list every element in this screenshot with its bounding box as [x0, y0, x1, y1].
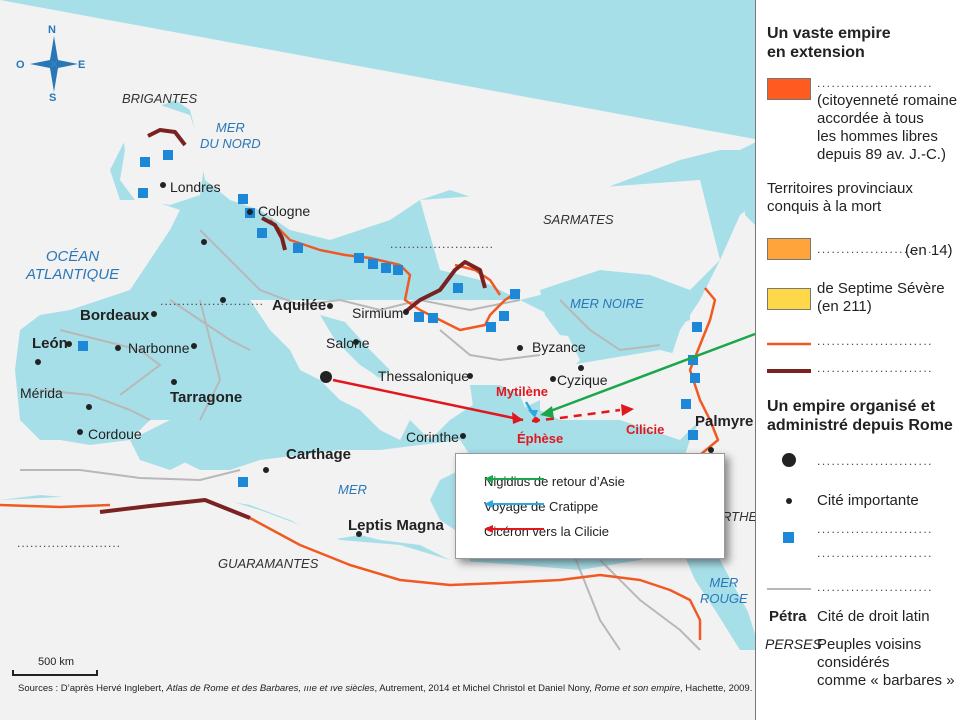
compass-o: O	[16, 59, 25, 71]
sources-centuries: ıııe et ıve siècles	[303, 683, 375, 694]
sources-prefix: Sources : D’après Hervé Inglebert,	[18, 683, 167, 694]
legend-heading-extension: Un vaste empire en extension	[767, 25, 891, 62]
ocean-label-atlantique: OCÉAN ATLANTIQUE	[26, 248, 120, 283]
city-sirmium: Sirmium	[352, 305, 404, 321]
legend-droit-latin: Cité de droit latin	[817, 608, 930, 625]
legend-panel: Un vaste empire en extension ...........…	[755, 0, 960, 720]
map-blank-3: ........................	[17, 536, 122, 550]
blue-arrow-icon	[484, 500, 544, 508]
legend-territoires: Territoires provinciaux conquis à la mor…	[767, 180, 913, 215]
legend-blank-3: ........................	[817, 334, 934, 348]
scale-label: 500 km	[38, 656, 75, 668]
red-arrow-icon	[484, 525, 544, 533]
legend-blank-1: ........................	[817, 76, 934, 90]
compass-s: S	[49, 92, 57, 104]
city-cyzique: Cyzique	[557, 372, 608, 388]
compass-e: E	[78, 59, 86, 71]
sources-mid: , Autrement, 2014 et Michel Christol et …	[374, 683, 595, 694]
legend-petra: Pétra	[769, 608, 807, 625]
label-cilicie: Cilicie	[626, 422, 665, 437]
city-narbonne: Narbonne	[128, 340, 190, 356]
map-base	[0, 0, 760, 720]
scale-bar-line	[12, 670, 98, 676]
legend-heading-organise: Un empire organisé et administré depuis …	[767, 398, 953, 435]
nigidius-route	[544, 332, 756, 415]
people-sarmates: SARMATES	[543, 212, 614, 227]
city-tarragone: Tarragone	[170, 389, 243, 406]
route-label-ciceron: Cicéron vers la Cilicie	[484, 524, 609, 539]
sources-atlas: Atlas de Rome et des Barbares,	[166, 683, 304, 694]
rome-capital-dot	[320, 371, 332, 383]
legend-brown-line-icon	[767, 369, 811, 373]
swatch-red	[767, 78, 811, 100]
legend-blank-5: ........................	[817, 454, 934, 468]
legend-citoyennete: (citoyenneté romaine accordée à tous les…	[817, 92, 958, 163]
legend-city-dot-icon	[786, 498, 792, 504]
sources-book: Rome et son empire	[594, 683, 680, 694]
legend-perses: PERSES	[765, 636, 822, 652]
legend-latin-square-icon	[783, 532, 794, 543]
legend-blank-7: ........................	[817, 546, 934, 560]
sea-label-med: MER	[338, 482, 367, 497]
city-bordeaux: Bordeaux	[80, 307, 150, 324]
sources-note: Sources : D’après Hervé Inglebert, Atlas…	[18, 683, 752, 694]
legend-blank-2: ........................	[817, 242, 934, 256]
map-blank-1: ........................	[390, 237, 495, 251]
green-arrow-icon	[484, 475, 544, 483]
label-ephese: Éphèse	[517, 431, 564, 446]
route-legend-ciceron: Cicéron vers la Cilicie	[484, 524, 609, 539]
city-salone: Salone	[326, 335, 370, 351]
city-leptis-magna: Leptis Magna	[348, 517, 444, 534]
people-perses-partial: RTHES	[722, 509, 766, 524]
city-aquilee: Aquilée	[272, 297, 327, 314]
swatch-yellow	[767, 288, 811, 310]
sources-suffix: , Hachette, 2009.	[680, 683, 753, 694]
legend-grey-line-icon	[767, 588, 811, 590]
legend-en-14: (en 14)	[905, 242, 953, 259]
sea-label-rouge: MER ROUGE	[700, 575, 748, 606]
people-guaramantes: GUARAMANTES	[218, 556, 319, 571]
legend-orange-line-icon	[767, 342, 811, 346]
map-blank-2: ........................	[160, 294, 265, 308]
city-cordoue: Cordoue	[88, 426, 142, 442]
legend-peuples: Peuples voisins considérés comme « barba…	[817, 636, 955, 689]
swatch-orange	[767, 238, 811, 260]
legend-capital-dot-icon	[782, 453, 796, 467]
route-legend-nigidius: Nigidius de retour d’Asie	[484, 474, 625, 489]
legend-septime: de Septime Sévère (en 211)	[817, 280, 945, 315]
city-byzance: Byzance	[532, 339, 586, 355]
route-label-cratippe: Voyage de Cratippe	[484, 499, 599, 514]
people-brigantes: BRIGANTES	[122, 91, 198, 106]
city-londres: Londres	[170, 179, 221, 195]
sea-label-noire: MER NOIRE	[570, 296, 644, 311]
legend-cite-importante: Cité importante	[817, 492, 919, 509]
legend-blank-8: ........................	[817, 580, 934, 594]
route-legend-box: Nigidius de retour d’Asie Voyage de Crat…	[455, 453, 725, 559]
route-legend-cratippe: Voyage de Cratippe	[484, 499, 598, 514]
city-palmyre: Palmyre	[695, 413, 754, 430]
city-merida: Mérida	[20, 385, 63, 401]
city-leon: León	[32, 335, 68, 352]
label-mytilene: Mytilène	[496, 384, 549, 399]
ciceron-route	[332, 378, 524, 422]
compass-n: N	[48, 24, 56, 36]
compass-rose-icon: N S O E	[16, 24, 86, 104]
city-carthage: Carthage	[286, 446, 352, 463]
legend-blank-6: ........................	[817, 522, 934, 536]
sea-label-nord: MER DU NORD	[200, 120, 261, 151]
legend-blank-4: ........................	[817, 361, 934, 375]
route-label-nigidius: Nigidius de retour d’Asie	[484, 474, 625, 489]
map-area: N S O E Londres Cologne Bordeaux Aquilée…	[0, 0, 766, 720]
city-corinthe: Corinthe	[406, 429, 459, 445]
city-thessalonique: Thessalonique	[378, 368, 470, 384]
city-cologne: Cologne	[258, 203, 311, 219]
